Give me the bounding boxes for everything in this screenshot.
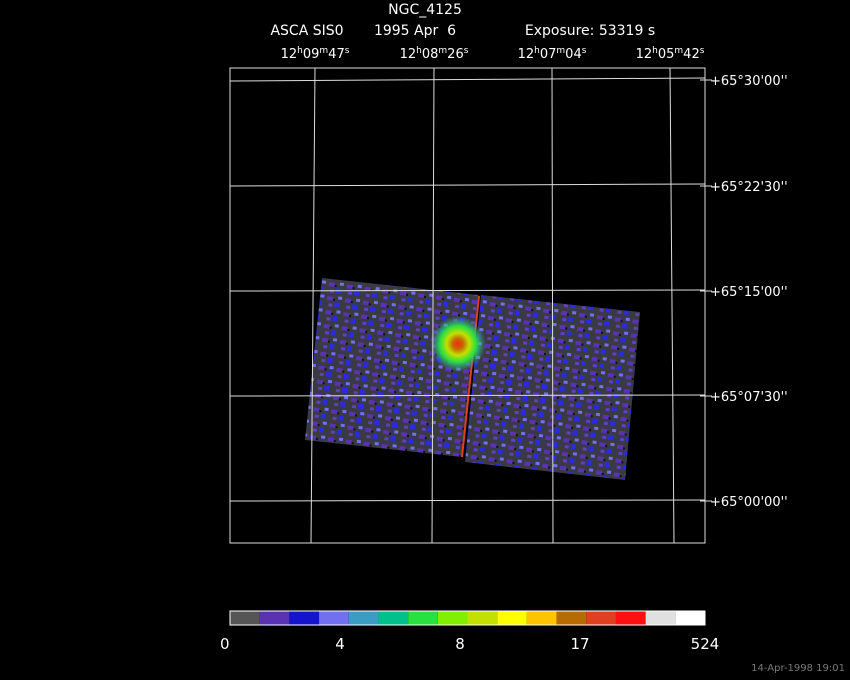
ra-label: 12h09m47s (281, 46, 350, 62)
ra-unit: s (345, 46, 350, 56)
ra-unit: m (438, 46, 447, 56)
ra-unit: h (652, 46, 658, 56)
grid-line (669, 67, 675, 544)
ra-unit: s (700, 46, 705, 56)
date: 1995 Apr 6 (374, 23, 456, 39)
ra-value: 12 (518, 47, 535, 62)
colorbar: 0 4 8 17 524 (220, 610, 720, 653)
grid-line (229, 289, 706, 292)
ra-value: 08 (422, 47, 439, 62)
colorbar-segment (408, 611, 438, 625)
ra-axis: 12h09m47s 12h08m26s 12h07m04s 12h05m42s (281, 46, 705, 62)
grid-line (229, 394, 706, 397)
colorbar-label: 8 (455, 635, 465, 653)
ra-value: 26 (447, 47, 464, 62)
ra-value: 12 (400, 47, 417, 62)
colorbar-segment (645, 611, 676, 625)
grid-line (310, 67, 316, 544)
ra-unit: m (319, 46, 328, 56)
ra-value: 12 (281, 47, 298, 62)
detector (305, 278, 640, 480)
dec-label: +65°30'00'' (710, 74, 788, 89)
ra-value: 09 (303, 47, 320, 62)
colorbar-frame (229, 610, 706, 626)
dec-axis: +65°30'00'' +65°22'30'' +65°15'00'' +65°07'… (700, 74, 788, 510)
grid-line (229, 77, 706, 82)
grid-line (551, 67, 554, 544)
colorbar-segment (378, 611, 409, 625)
title: NGC_4125 (388, 2, 462, 18)
ra-value: 42 (683, 47, 700, 62)
ra-unit: m (674, 46, 683, 56)
chip (305, 278, 478, 457)
ra-value: 12 (636, 47, 653, 62)
ra-unit: h (297, 46, 303, 56)
ra-value: 05 (658, 47, 675, 62)
colorbar-label: 524 (691, 635, 720, 653)
ra-value: 47 (328, 47, 345, 62)
colorbar-label: 17 (570, 635, 589, 653)
frame (229, 67, 706, 544)
x-ray-source (430, 316, 486, 372)
dec-label: +65°00'00'' (710, 495, 788, 510)
timestamp: 14-Apr-1998 19:01 (751, 663, 845, 674)
ra-label: 12h08m26s (400, 46, 469, 62)
grid-line (431, 67, 435, 544)
colorbar-segment (615, 611, 646, 625)
ra-label: 12h05m42s (636, 46, 705, 62)
colorbar-segment (586, 611, 616, 625)
dec-label: +65°15'00'' (710, 285, 788, 300)
colorbar-segment (497, 611, 527, 625)
exposure: Exposure: 53319 s (525, 23, 655, 39)
colorbar-segment (437, 611, 468, 625)
coordinate-grid (229, 67, 706, 544)
colorbar-segment (319, 611, 349, 625)
dec-label: +65°22'30'' (710, 180, 788, 195)
grid-line (229, 499, 706, 502)
colorbar-segment (230, 611, 260, 625)
ra-label: 12h07m04s (518, 46, 587, 62)
colorbar-segment (259, 611, 290, 625)
colorbar-segment (289, 611, 320, 625)
ra-unit: s (582, 46, 587, 56)
ra-unit: h (416, 46, 422, 56)
grid-line (229, 183, 706, 187)
colorbar-segment (675, 611, 705, 625)
colorbar-label: 4 (335, 635, 345, 653)
dec-label: +65°07'30'' (710, 390, 788, 405)
colorbar-segment (526, 611, 557, 625)
colorbar-segment (467, 611, 498, 625)
colorbar-label: 0 (220, 635, 230, 653)
instrument: ASCA SIS0 (270, 23, 343, 39)
ra-value: 04 (565, 47, 582, 62)
colorbar-segment (556, 611, 587, 625)
ra-unit: h (534, 46, 540, 56)
ra-unit: m (556, 46, 565, 56)
colorbar-segment (348, 611, 379, 625)
ra-unit: s (464, 46, 469, 56)
ra-value: 07 (540, 47, 557, 62)
